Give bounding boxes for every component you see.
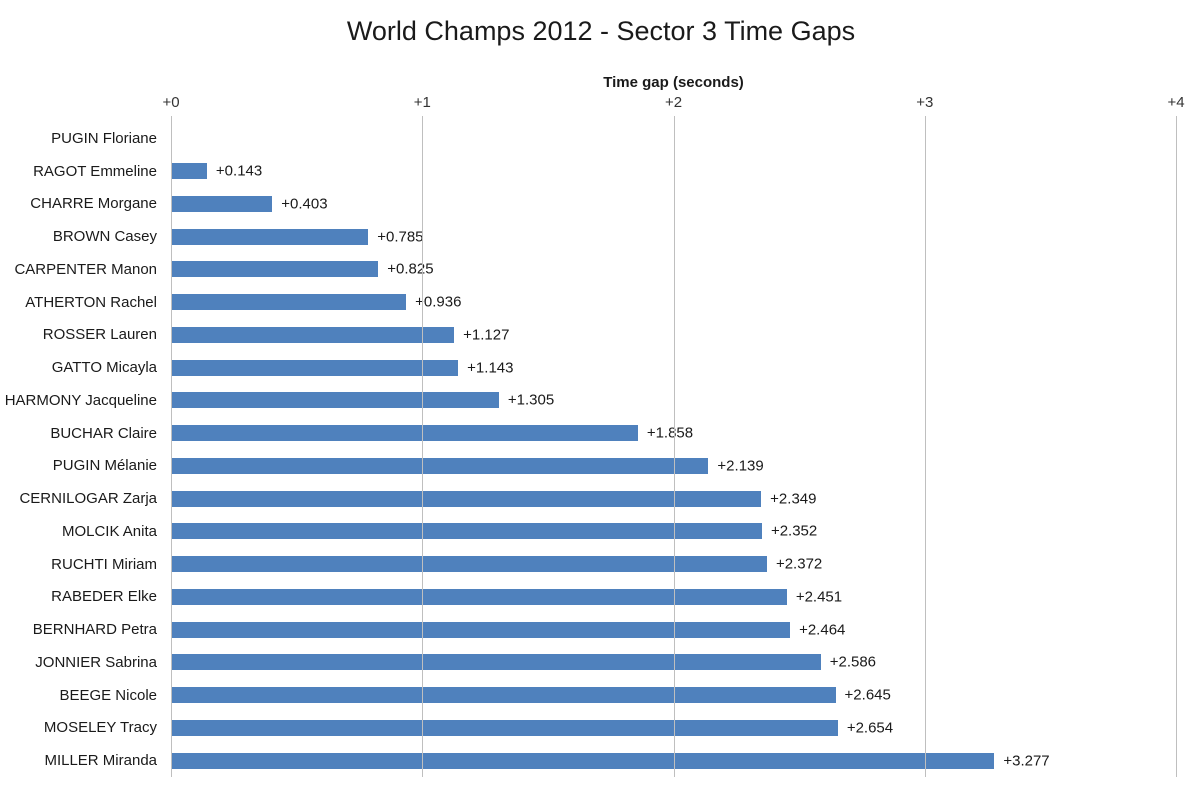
bar-row: +0.825 bbox=[171, 253, 1176, 286]
bar bbox=[171, 359, 459, 376]
bar bbox=[171, 621, 791, 638]
value-label: +2.645 bbox=[844, 686, 891, 704]
category-label: MOLCIK Anita bbox=[61, 522, 157, 540]
bar bbox=[171, 425, 638, 442]
category-label: ROSSER Lauren bbox=[42, 326, 157, 344]
value-label: +1.858 bbox=[646, 424, 694, 442]
value-label: +2.352 bbox=[770, 522, 818, 540]
tick-mark bbox=[673, 116, 675, 122]
bar-row: +2.352 bbox=[171, 515, 1176, 548]
bar-row: +0.936 bbox=[171, 286, 1176, 319]
category-label: ATHERTON Rachel bbox=[25, 293, 157, 311]
chart-title: World Champs 2012 - Sector 3 Time Gaps bbox=[346, 16, 856, 46]
bar bbox=[171, 654, 821, 671]
bar-row: +3.277 bbox=[171, 744, 1176, 777]
category-label: BERNHARD Petra bbox=[32, 621, 157, 639]
bar bbox=[171, 588, 787, 605]
bar-row: +1.858 bbox=[171, 417, 1176, 450]
bar-row: +0.785 bbox=[171, 220, 1176, 253]
category-label: PUGIN Mélanie bbox=[52, 457, 157, 475]
category-label: CERNILOGAR Zarja bbox=[19, 490, 157, 508]
bar-row: +2.586 bbox=[171, 646, 1176, 679]
bar bbox=[171, 490, 762, 507]
category-label: MILLER Miranda bbox=[44, 752, 157, 770]
value-label: +2.372 bbox=[775, 555, 823, 573]
value-label: +0.143 bbox=[215, 162, 263, 180]
bar-row: +2.464 bbox=[171, 613, 1176, 646]
value-label: +3.277 bbox=[1003, 752, 1050, 770]
tick-label: +4 bbox=[1167, 94, 1185, 111]
gridline bbox=[1176, 122, 1177, 777]
bar-row: +2.451 bbox=[171, 581, 1176, 614]
category-label: RUCHTI Miriam bbox=[51, 555, 157, 573]
bar-row: +2.645 bbox=[171, 679, 1176, 712]
bar bbox=[171, 457, 709, 474]
bar bbox=[171, 326, 455, 343]
bar bbox=[171, 556, 767, 573]
tick-mark bbox=[1176, 116, 1177, 122]
category-label: HARMONY Jacqueline bbox=[4, 391, 157, 409]
value-label: +1.143 bbox=[467, 359, 514, 377]
bar-row: +0.143 bbox=[171, 155, 1176, 188]
tick-label: +0 bbox=[162, 94, 180, 111]
category-label: CARPENTER Manon bbox=[14, 260, 157, 278]
tick-label: +3 bbox=[916, 94, 934, 111]
bar-rows: +0.143 +0.403 +0.785 +0.825 +0.936 +1.127 +1.1… bbox=[171, 122, 1176, 777]
gridline bbox=[673, 122, 675, 777]
category-label: GATTO Micayla bbox=[51, 359, 157, 377]
bar bbox=[171, 392, 499, 409]
gridline bbox=[422, 122, 424, 777]
value-label: +0.825 bbox=[387, 260, 434, 278]
tick-label: +1 bbox=[413, 94, 431, 111]
bar bbox=[171, 228, 369, 245]
category-label: JONNIER Sabrina bbox=[35, 653, 157, 671]
x-axis-ticks: +0 +1 +2 +3 +4 bbox=[162, 94, 1184, 114]
value-label: +2.139 bbox=[717, 457, 764, 475]
bar-row: +2.372 bbox=[171, 548, 1176, 581]
category-label: RAGOT Emmeline bbox=[33, 162, 157, 180]
value-label: +2.349 bbox=[770, 490, 817, 508]
category-label: PUGIN Floriane bbox=[51, 129, 157, 147]
tick-mark bbox=[422, 116, 424, 122]
bar bbox=[171, 523, 762, 540]
value-label: +0.403 bbox=[281, 195, 328, 213]
tick-mark bbox=[171, 116, 172, 122]
tick-label: +2 bbox=[664, 94, 683, 111]
category-label: CHARRE Morgane bbox=[30, 195, 157, 213]
bar bbox=[171, 261, 379, 278]
x-axis-title: Time gap (seconds) bbox=[603, 74, 744, 91]
bar bbox=[171, 195, 273, 212]
tick-mark bbox=[924, 116, 926, 122]
bar bbox=[171, 719, 838, 736]
gridline bbox=[171, 122, 172, 777]
bar bbox=[171, 752, 995, 769]
value-label: +2.654 bbox=[846, 719, 894, 737]
value-label: +2.451 bbox=[795, 588, 843, 606]
value-label: +0.936 bbox=[415, 293, 462, 311]
category-label: RABEDER Elke bbox=[51, 588, 157, 606]
category-label: BEEGE Nicole bbox=[59, 686, 157, 704]
bar-row: +2.139 bbox=[171, 450, 1176, 483]
bar bbox=[171, 294, 407, 311]
bar bbox=[171, 687, 836, 704]
value-label: +2.586 bbox=[829, 653, 877, 671]
bar-row: +1.305 bbox=[171, 384, 1176, 417]
category-label: BROWN Casey bbox=[52, 228, 157, 246]
bar-row: +2.349 bbox=[171, 482, 1176, 515]
value-label: +2.464 bbox=[799, 621, 846, 639]
value-label: +0.785 bbox=[377, 228, 424, 246]
bar bbox=[171, 163, 207, 180]
category-label: MOSELEY Tracy bbox=[43, 719, 157, 737]
bar-row: +0.403 bbox=[171, 188, 1176, 221]
bar-row: +2.654 bbox=[171, 712, 1176, 745]
gridline bbox=[924, 122, 926, 777]
category-label: BUCHAR Claire bbox=[50, 424, 157, 442]
bar-row: +1.143 bbox=[171, 351, 1176, 384]
plot-area: +0.143 +0.403 +0.785 +0.825 +0.936 +1.127 +1.1… bbox=[171, 116, 1177, 777]
bar-row: +1.127 bbox=[171, 319, 1176, 352]
value-label: +1.305 bbox=[507, 391, 555, 409]
y-axis-category-labels: PUGIN Floriane RAGOT Emmeline CHARRE Morga… bbox=[0, 122, 157, 777]
value-label: +1.127 bbox=[463, 326, 510, 344]
